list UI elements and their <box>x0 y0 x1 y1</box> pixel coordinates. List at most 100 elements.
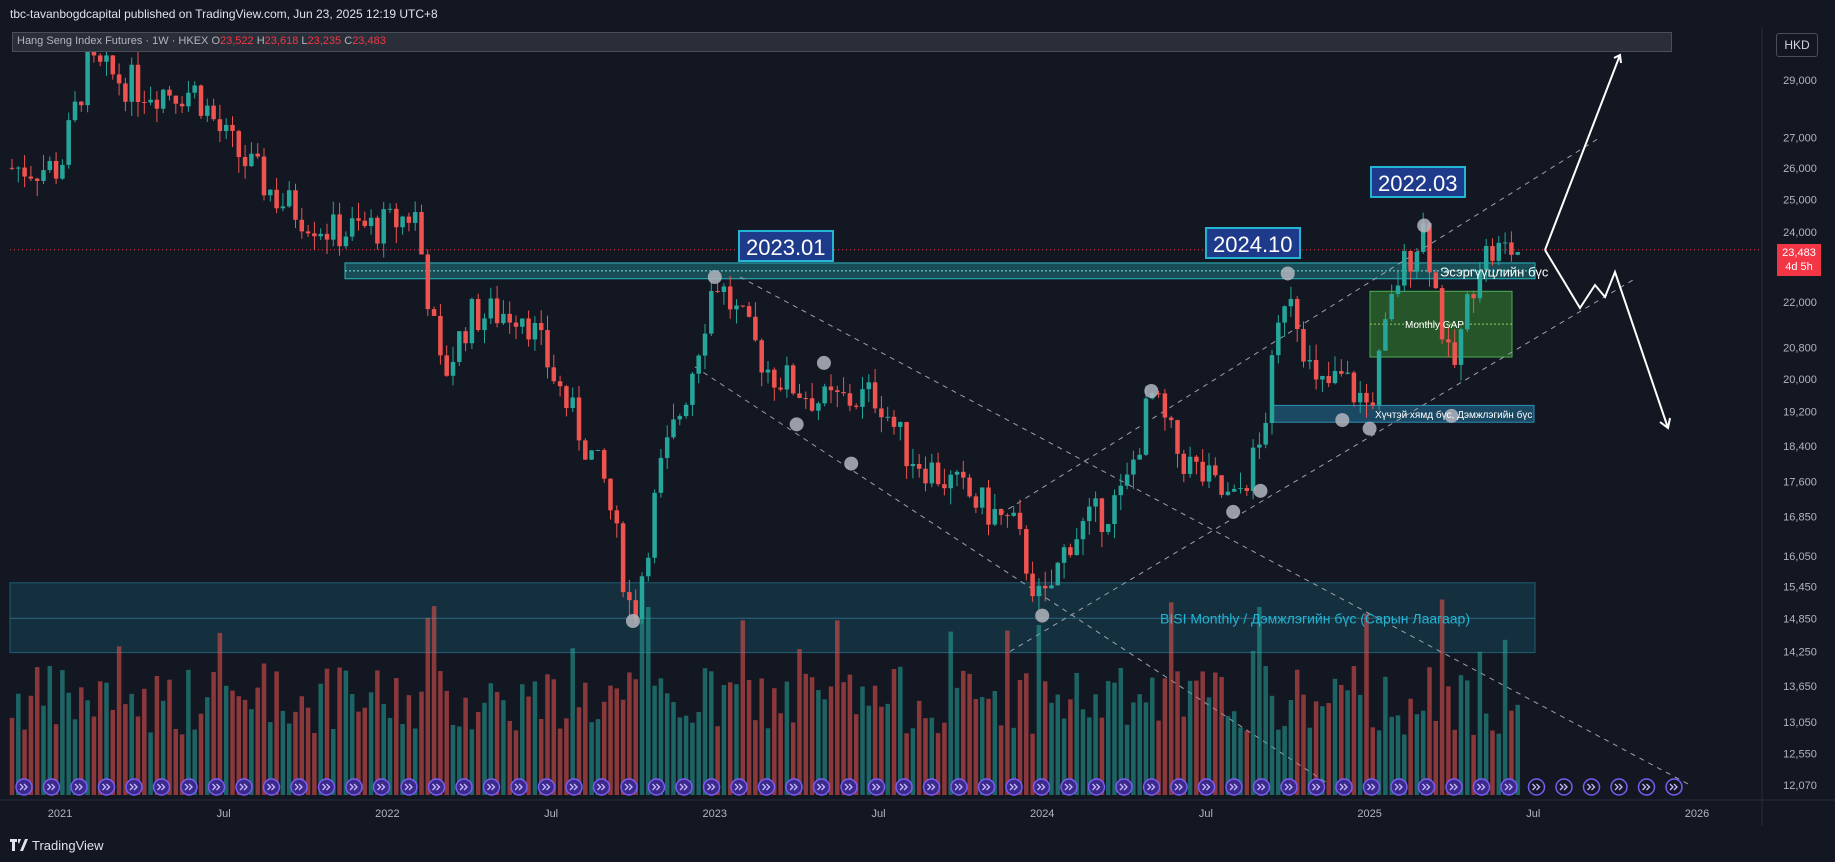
callout-2022[interactable]: 2022.03 <box>1370 166 1466 198</box>
price-tick-label: 15,450 <box>1783 581 1817 593</box>
volume-bar <box>1042 681 1048 795</box>
candle-body <box>1408 251 1413 272</box>
volume-bar <box>954 687 960 795</box>
volume-bar <box>898 666 903 795</box>
event-marker-glyph <box>817 783 826 791</box>
bisi-zone <box>9 582 1536 654</box>
event-marker-glyph <box>514 783 523 791</box>
volume-bar <box>904 733 909 795</box>
event-marker-glyph <box>542 783 551 791</box>
candle-body <box>551 367 557 382</box>
event-marker-icon <box>1610 778 1628 796</box>
volume-bar <box>734 684 739 795</box>
candle-body <box>1137 454 1142 460</box>
event-marker-icon <box>1170 778 1188 796</box>
callout-2024[interactable]: 2024.10 <box>1205 227 1301 259</box>
tradingview-brand[interactable]: TradingView <box>32 838 104 853</box>
candle-body <box>160 89 166 109</box>
volume-bar <box>986 698 991 795</box>
candle-body <box>929 462 935 484</box>
price-tick-label: 13,650 <box>1783 681 1817 693</box>
currency-badge[interactable]: HKD <box>1776 33 1818 57</box>
pivot-marker <box>707 269 722 284</box>
last-price-tag: 23,483 4d 5h <box>1777 244 1821 276</box>
volume-bar <box>866 705 872 795</box>
volume-bar <box>1294 669 1300 795</box>
candle-body <box>866 382 872 390</box>
volume-bar <box>1313 701 1319 795</box>
event-marker-icon <box>922 778 941 796</box>
candle-body <box>135 64 141 103</box>
volume-bar <box>1187 680 1193 795</box>
gap-zone-label: Monthly GAP <box>1405 320 1464 331</box>
volume-bar <box>337 667 342 795</box>
candle-body <box>1433 272 1439 289</box>
candle-body <box>809 398 815 411</box>
candle-body <box>1477 270 1483 299</box>
volume-bar <box>601 701 607 795</box>
event-marker-glyph <box>459 783 468 791</box>
candle-body <box>1250 447 1256 491</box>
volume-bar <box>1168 602 1174 795</box>
volume-bar <box>1490 730 1495 795</box>
candle-body <box>16 167 21 169</box>
volume-bar <box>1181 716 1187 795</box>
candle-body <box>110 55 116 75</box>
candle-body <box>1452 342 1457 365</box>
event-marker-icon <box>895 778 913 796</box>
time-tick-label: Jul <box>1526 808 1540 820</box>
candle-body <box>715 291 720 293</box>
candle-body <box>469 298 475 344</box>
volume-bar <box>935 733 941 795</box>
candle-body <box>652 492 657 558</box>
candle-body <box>381 209 386 244</box>
candle-body <box>753 316 758 341</box>
candle-body <box>1364 392 1369 403</box>
volume-bar <box>570 648 575 795</box>
event-marker-icon <box>1307 778 1326 796</box>
volume-bar <box>501 700 506 795</box>
candle-body <box>1351 372 1357 403</box>
volume-bar <box>186 669 191 795</box>
pivot-marker <box>625 614 640 629</box>
candle-body <box>1238 488 1243 490</box>
event-marker-glyph <box>679 783 688 791</box>
price-tick-label: 24,000 <box>1783 227 1817 239</box>
candle-body <box>1105 524 1111 532</box>
event-marker-icon <box>675 778 693 796</box>
volume-bar <box>450 724 456 795</box>
candle-body <box>526 318 531 340</box>
event-marker-icon <box>70 778 88 796</box>
candle-body <box>255 153 260 157</box>
event-marker-glyph <box>184 783 193 791</box>
candle-body <box>1099 498 1105 532</box>
ascending-channel-lower <box>1009 278 1636 652</box>
volume-bar <box>167 679 172 795</box>
event-marker-icon <box>372 778 391 796</box>
volume-bar <box>154 675 160 795</box>
volume-bar <box>1402 734 1407 795</box>
candle-body <box>948 474 953 489</box>
volume-bar <box>494 691 500 795</box>
volume-bar <box>633 679 638 795</box>
volume-bar <box>690 722 695 795</box>
event-marker-glyph <box>734 783 743 791</box>
candle-body <box>22 167 27 177</box>
callout-2023[interactable]: 2023.01 <box>738 230 834 262</box>
volume-bar <box>1351 666 1357 795</box>
volume-bar <box>652 685 657 795</box>
candle-body <box>375 217 380 244</box>
volume-bar <box>1175 671 1180 795</box>
candle-body <box>860 389 865 407</box>
candle-body <box>961 471 966 478</box>
volume-bar <box>520 684 525 795</box>
volume-bar <box>1345 690 1350 795</box>
candle-body <box>293 190 298 220</box>
candle-body <box>564 386 569 409</box>
candle-body <box>608 478 613 511</box>
candle-body <box>475 298 481 331</box>
event-marker-glyph <box>487 783 496 791</box>
event-marker-glyph <box>1119 783 1128 791</box>
event-marker-icon <box>1445 778 1463 796</box>
